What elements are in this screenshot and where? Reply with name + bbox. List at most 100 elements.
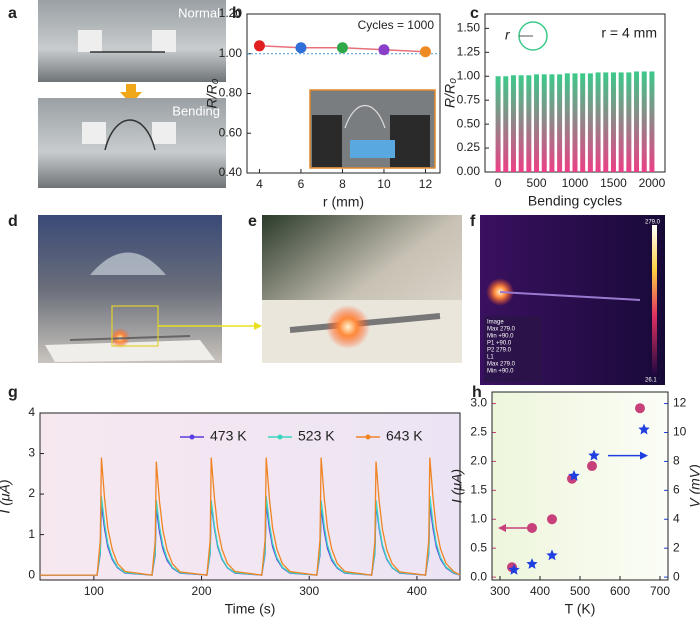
legend-marker [277, 434, 283, 440]
x-tick-label: 300 [299, 584, 319, 598]
bar [649, 71, 655, 172]
clamp [82, 122, 106, 144]
y-tick-label: 2.5 [470, 425, 487, 439]
x-tick-label: 400 [407, 584, 427, 598]
x-tick-label: 500 [527, 176, 547, 190]
thermal-text: Max 279.0 [487, 327, 516, 333]
y-tick-label: 3 [28, 446, 35, 460]
panel-label: f [470, 213, 476, 230]
legend-label: 643 K [386, 428, 423, 444]
bar [526, 75, 532, 172]
photo-normal [38, 0, 226, 82]
legend-label: 523 K [298, 428, 335, 444]
photo-caption: Bending [172, 103, 220, 118]
thermal-text: 26.1 [645, 378, 657, 384]
annotation: Cycles = 1000 [358, 18, 435, 32]
x-axis-label: r (mm) [323, 194, 364, 210]
x-tick-label: 500 [570, 584, 590, 598]
arrow-head [498, 523, 506, 532]
bar [610, 72, 616, 172]
bar [549, 74, 555, 172]
y-tick-label: 2 [28, 486, 35, 500]
photo-caption: Normal [178, 5, 220, 20]
thermal-text: P1 +90.0 [487, 341, 512, 347]
glow [326, 305, 370, 349]
icon-label: r [505, 27, 511, 43]
y-tick-label: 2.0 [470, 454, 487, 468]
bar [634, 71, 640, 172]
x-tick-label: 4 [256, 177, 263, 191]
thermal-text: Image [487, 320, 504, 326]
x-tick-label: 100 [84, 584, 104, 598]
x-tick-label: 200 [192, 584, 212, 598]
bar [534, 74, 540, 172]
bar [495, 76, 501, 172]
lamp [90, 252, 166, 275]
bar [618, 72, 624, 172]
photo-bending [38, 98, 226, 188]
y-tick-label: 1.50 [457, 21, 481, 35]
point [295, 42, 307, 54]
y-tick-label: 0.60 [219, 125, 243, 139]
annotation: r = 4 mm [601, 25, 657, 41]
thermal-text: Min +90.0 [487, 369, 514, 375]
thermal-text: 279.0 [645, 220, 661, 226]
y-tick-label: 0.80 [219, 86, 243, 100]
y-tick-label: 0.0 [470, 569, 487, 583]
y-tick-label: 1 [28, 527, 35, 541]
inset-block [390, 115, 430, 167]
clamp [152, 30, 176, 52]
point [527, 522, 537, 533]
series-line [40, 457, 461, 576]
panel-label: c [470, 5, 479, 22]
y-axis-label: R/R₀ [442, 78, 458, 108]
x-tick-label: 1000 [562, 176, 589, 190]
y-axis-label: R/R₀ [204, 78, 220, 108]
y2-tick-label: 6 [673, 483, 680, 497]
x-tick-label: 300 [490, 584, 510, 598]
thermal-text: L1 [487, 355, 494, 361]
y-tick-label: 1.00 [457, 68, 481, 82]
bar [557, 74, 563, 172]
bar [541, 74, 547, 172]
y-tick-label: 4 [28, 405, 35, 419]
y-tick-label: 1.00 [219, 46, 243, 60]
thermal-text: Max 279.0 [487, 362, 516, 368]
point [253, 40, 265, 52]
inset-block [312, 115, 342, 167]
y-tick-label: 1.20 [219, 6, 243, 20]
strip [69, 335, 191, 341]
y-tick-label: 3.0 [470, 396, 487, 410]
star-point [508, 563, 520, 575]
thermal-text: Min +90.0 [487, 334, 514, 340]
y-tick-label: 0.5 [470, 540, 487, 554]
x-tick-label: 12 [419, 177, 433, 191]
panel-label: d [8, 213, 18, 230]
plot-frame [246, 13, 441, 174]
point [547, 514, 557, 525]
x-tick-label: 8 [339, 177, 346, 191]
bar [626, 72, 632, 172]
star-point [526, 558, 538, 569]
panel-label: a [8, 5, 17, 22]
x-tick-label: 2000 [639, 176, 666, 190]
point [587, 461, 597, 472]
y-tick-label: 0.00 [457, 164, 481, 178]
y-tick-label: 0.50 [457, 116, 481, 130]
x-tick-label: 0 [495, 176, 502, 190]
legend-label: 473 K [210, 428, 247, 444]
bar [564, 73, 570, 172]
y-tick-label: 0 [28, 567, 35, 581]
y-tick-label: 1.0 [470, 511, 487, 525]
x-tick-label: 1500 [600, 176, 627, 190]
x-tick-label: 600 [610, 584, 630, 598]
y-tick-label: 1.5 [470, 483, 487, 497]
x-tick-label: 10 [377, 177, 391, 191]
x-axis-label: Bending cycles [528, 193, 622, 209]
bar [595, 72, 601, 172]
bar [603, 72, 609, 172]
star-point [546, 549, 558, 561]
panel-label: h [472, 384, 482, 401]
